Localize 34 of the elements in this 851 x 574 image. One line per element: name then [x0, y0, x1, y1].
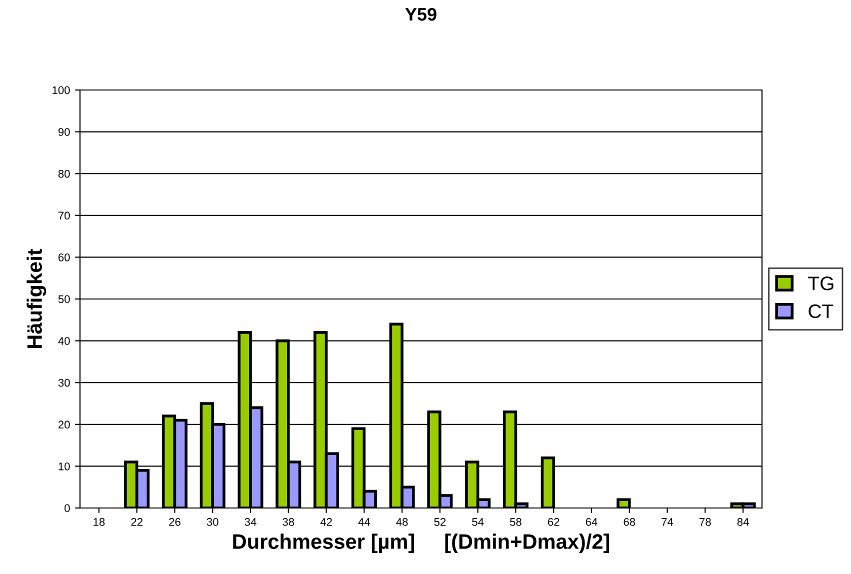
- y-tick-label: 100: [52, 86, 70, 94]
- legend-label: TG: [808, 276, 834, 290]
- y-tick-label: 0: [64, 504, 70, 512]
- x-tick-label: 52: [434, 518, 446, 526]
- x-tick-label: 22: [131, 518, 142, 526]
- y-tick-label: 60: [58, 253, 70, 262]
- x-tick-label: 58: [510, 518, 522, 526]
- x-tick-label: 64: [586, 518, 598, 526]
- y-tick-label: 70: [58, 212, 70, 220]
- x-tick-label: 54: [472, 518, 484, 526]
- x-tick-label: 18: [94, 518, 105, 526]
- y-tick-label: 10: [58, 462, 70, 470]
- chart-title: Y59: [405, 8, 436, 21]
- y-tick-label: 40: [58, 337, 70, 345]
- y-tick-label: 80: [58, 170, 70, 178]
- x-tick-label: 38: [282, 518, 294, 526]
- y-tick-label: 90: [58, 128, 70, 136]
- x-tick-label: 30: [206, 518, 218, 526]
- y-tick-label: 20: [58, 420, 70, 429]
- x-tick-label: 44: [358, 518, 370, 526]
- x-tick-label: 78: [700, 518, 711, 526]
- y-tick-label: 50: [58, 295, 70, 304]
- x-tick-label: 34: [244, 518, 256, 526]
- y-tick-label: 30: [58, 378, 70, 387]
- y-axis-title: Häufigkeit: [26, 248, 46, 348]
- x-tick-label: 84: [737, 518, 749, 526]
- legend-label: CT: [808, 304, 834, 318]
- x-tick-label: 68: [624, 518, 636, 526]
- x-axis-title: Durchmesser [µm] [(Dmin+Dmax)/2]: [233, 534, 610, 554]
- x-tick-label: 74: [662, 518, 674, 526]
- x-tick-label: 48: [396, 518, 408, 526]
- x-tick-label: 62: [548, 518, 560, 526]
- x-tick-label: 26: [169, 518, 180, 526]
- x-tick-label: 42: [320, 518, 332, 526]
